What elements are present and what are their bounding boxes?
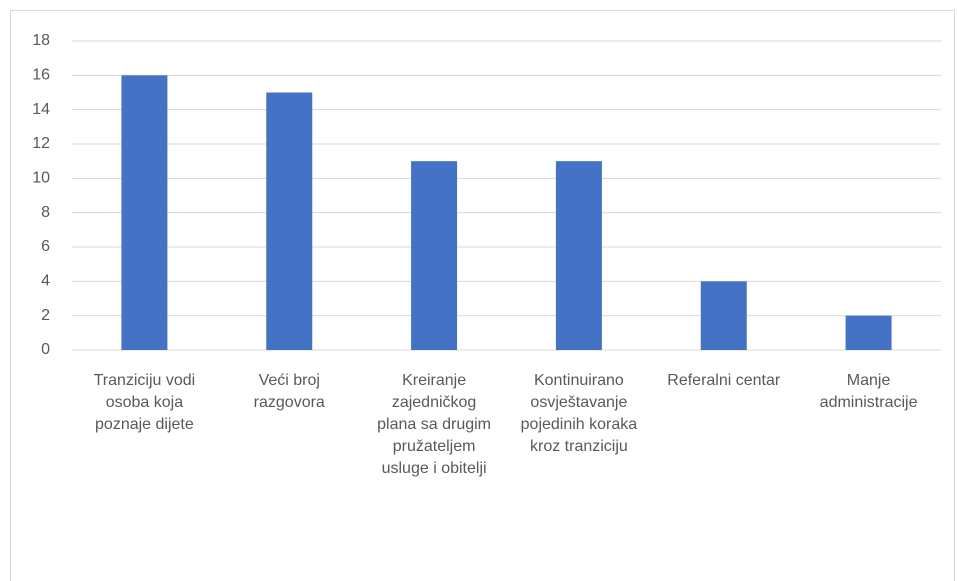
bar — [555, 161, 602, 350]
y-tick-label: 2 — [41, 307, 50, 324]
bar — [845, 315, 892, 350]
y-tick-label: 14 — [32, 101, 50, 118]
y-tick-label: 12 — [32, 135, 50, 152]
x-tick-label: Tranziciju vodi osoba koja poznaje dijet… — [93, 372, 196, 433]
chart-frame — [10, 10, 955, 581]
y-tick-label: 6 — [41, 238, 50, 255]
y-tick-label: 18 — [32, 32, 50, 49]
x-tick-label: Kreiranje zajedničkog plana sa drugim pr… — [377, 372, 491, 477]
x-tick-label: Referalni centar — [667, 372, 781, 389]
x-tick-label: Manje administracije — [819, 372, 918, 411]
y-tick-label: 0 — [41, 341, 50, 358]
bar — [700, 281, 747, 350]
y-tick-label: 16 — [32, 67, 50, 84]
bar — [121, 75, 168, 350]
y-tick-label: 4 — [41, 273, 50, 290]
y-tick-label: 8 — [41, 204, 50, 221]
bar — [266, 92, 313, 350]
x-tick-label: Veći broj razgovora — [253, 372, 325, 411]
x-tick-label: Kontinuirano osvještavanje pojedinih kor… — [520, 372, 638, 455]
y-tick-label: 10 — [32, 170, 50, 187]
bar — [411, 161, 458, 350]
